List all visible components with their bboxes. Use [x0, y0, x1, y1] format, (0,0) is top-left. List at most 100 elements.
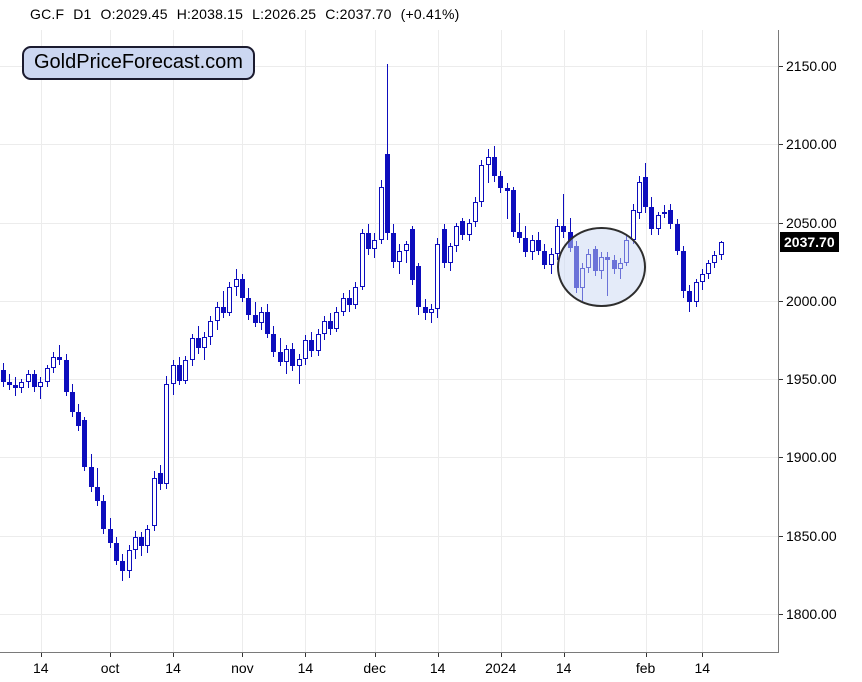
- x-axis-label: nov: [231, 660, 254, 676]
- candle-wick: [405, 241, 407, 264]
- candle: [57, 357, 63, 361]
- candle: [120, 560, 126, 572]
- candle: [542, 250, 548, 265]
- candle: [328, 321, 334, 329]
- y-axis-tick: [778, 222, 783, 224]
- y-axis-label: 2150.00: [786, 58, 837, 74]
- candle: [422, 307, 428, 314]
- candle: [189, 338, 195, 361]
- candle: [145, 529, 151, 547]
- x-axis-tick: [305, 652, 307, 657]
- ohlc-ticker: GC.F D1 O:2029.45 H:2038.15 L:2026.25 C:2037.…: [30, 6, 468, 22]
- candle: [372, 239, 378, 250]
- candle: [151, 477, 157, 527]
- y-axis-label: 1850.00: [786, 527, 837, 544]
- candle: [6, 382, 12, 386]
- candle: [221, 307, 226, 314]
- v-gridline: [110, 30, 112, 652]
- candle: [712, 255, 718, 264]
- candle: [523, 238, 529, 253]
- candle: [69, 391, 75, 412]
- candle: [680, 250, 686, 292]
- candle: [271, 333, 277, 353]
- candle: [706, 263, 712, 275]
- candle: [643, 177, 649, 207]
- candle-wick: [97, 468, 98, 506]
- x-axis-label: 14: [429, 660, 446, 676]
- v-gridline: [645, 30, 647, 652]
- v-gridline: [702, 30, 704, 652]
- candle: [13, 385, 19, 389]
- candle: [158, 472, 163, 484]
- v-gridline: [173, 30, 175, 652]
- h-gridline: [0, 535, 778, 537]
- candle: [548, 253, 554, 265]
- right-axis-line: [778, 30, 779, 652]
- candle: [202, 336, 208, 348]
- h-gridline: [0, 457, 778, 459]
- candle: [95, 486, 100, 502]
- candle: [321, 321, 327, 334]
- x-axis-label: 14: [555, 660, 572, 676]
- candle: [252, 314, 258, 323]
- ticker-change: (+0.41%): [400, 6, 460, 22]
- candle: [485, 156, 491, 165]
- candle: [529, 239, 535, 253]
- candle: [0, 369, 6, 383]
- candle-wick: [563, 194, 565, 239]
- candle: [466, 222, 472, 236]
- candle-wick: [298, 353, 300, 384]
- candle: [139, 537, 145, 547]
- x-axis-tick: [437, 652, 439, 657]
- candle: [510, 189, 516, 232]
- candle: [365, 233, 371, 250]
- x-axis-tick: [702, 652, 704, 657]
- candle: [44, 368, 50, 383]
- x-axis-label: dec: [363, 660, 386, 676]
- candle: [636, 181, 642, 214]
- candle: [334, 311, 340, 329]
- ticker-high: H:2038.15: [176, 6, 244, 22]
- candle: [214, 307, 220, 322]
- x-axis-label: feb: [635, 660, 656, 676]
- candle: [460, 220, 466, 235]
- y-axis-label: 2100.00: [786, 136, 837, 153]
- candle-wick: [386, 64, 388, 240]
- x-axis-label: oct: [100, 660, 120, 676]
- v-gridline: [374, 30, 376, 652]
- x-axis-tick: [40, 652, 42, 657]
- candle: [107, 529, 113, 544]
- candle: [176, 364, 182, 381]
- candle: [38, 382, 44, 387]
- candle: [674, 224, 680, 251]
- x-axis-label: 14: [165, 660, 181, 676]
- ticker-low: L:2026.25: [252, 6, 317, 22]
- candle: [239, 278, 245, 298]
- candle: [378, 186, 384, 240]
- candle-wick: [40, 377, 42, 400]
- candle: [504, 188, 510, 192]
- candle: [668, 209, 674, 225]
- candle: [246, 297, 252, 315]
- x-axis-tick: [500, 652, 502, 657]
- h-gridline: [0, 300, 778, 302]
- candle: [473, 202, 478, 223]
- candle: [662, 211, 667, 214]
- y-axis-tick: [778, 379, 783, 380]
- candle-wick: [506, 183, 508, 220]
- ticker-close: C:2037.70: [325, 6, 392, 22]
- y-axis-tick: [778, 457, 783, 459]
- brand-logo[interactable]: GoldPriceForecast.com: [22, 46, 255, 80]
- candle: [233, 278, 239, 287]
- x-axis-label: 14: [33, 660, 49, 676]
- candle: [536, 239, 541, 251]
- candle: [454, 225, 460, 246]
- candle: [76, 411, 82, 426]
- candle: [403, 244, 409, 251]
- candle: [693, 281, 699, 303]
- y-axis-label: 2050.00: [786, 214, 837, 231]
- candle: [19, 382, 25, 389]
- y-axis-tick: [778, 613, 783, 615]
- candle: [113, 543, 119, 561]
